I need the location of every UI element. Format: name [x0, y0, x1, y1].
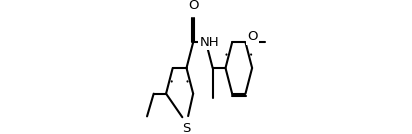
Text: O: O [188, 0, 199, 12]
Text: NH: NH [199, 36, 219, 49]
Text: S: S [183, 122, 191, 134]
Text: O: O [247, 30, 258, 43]
